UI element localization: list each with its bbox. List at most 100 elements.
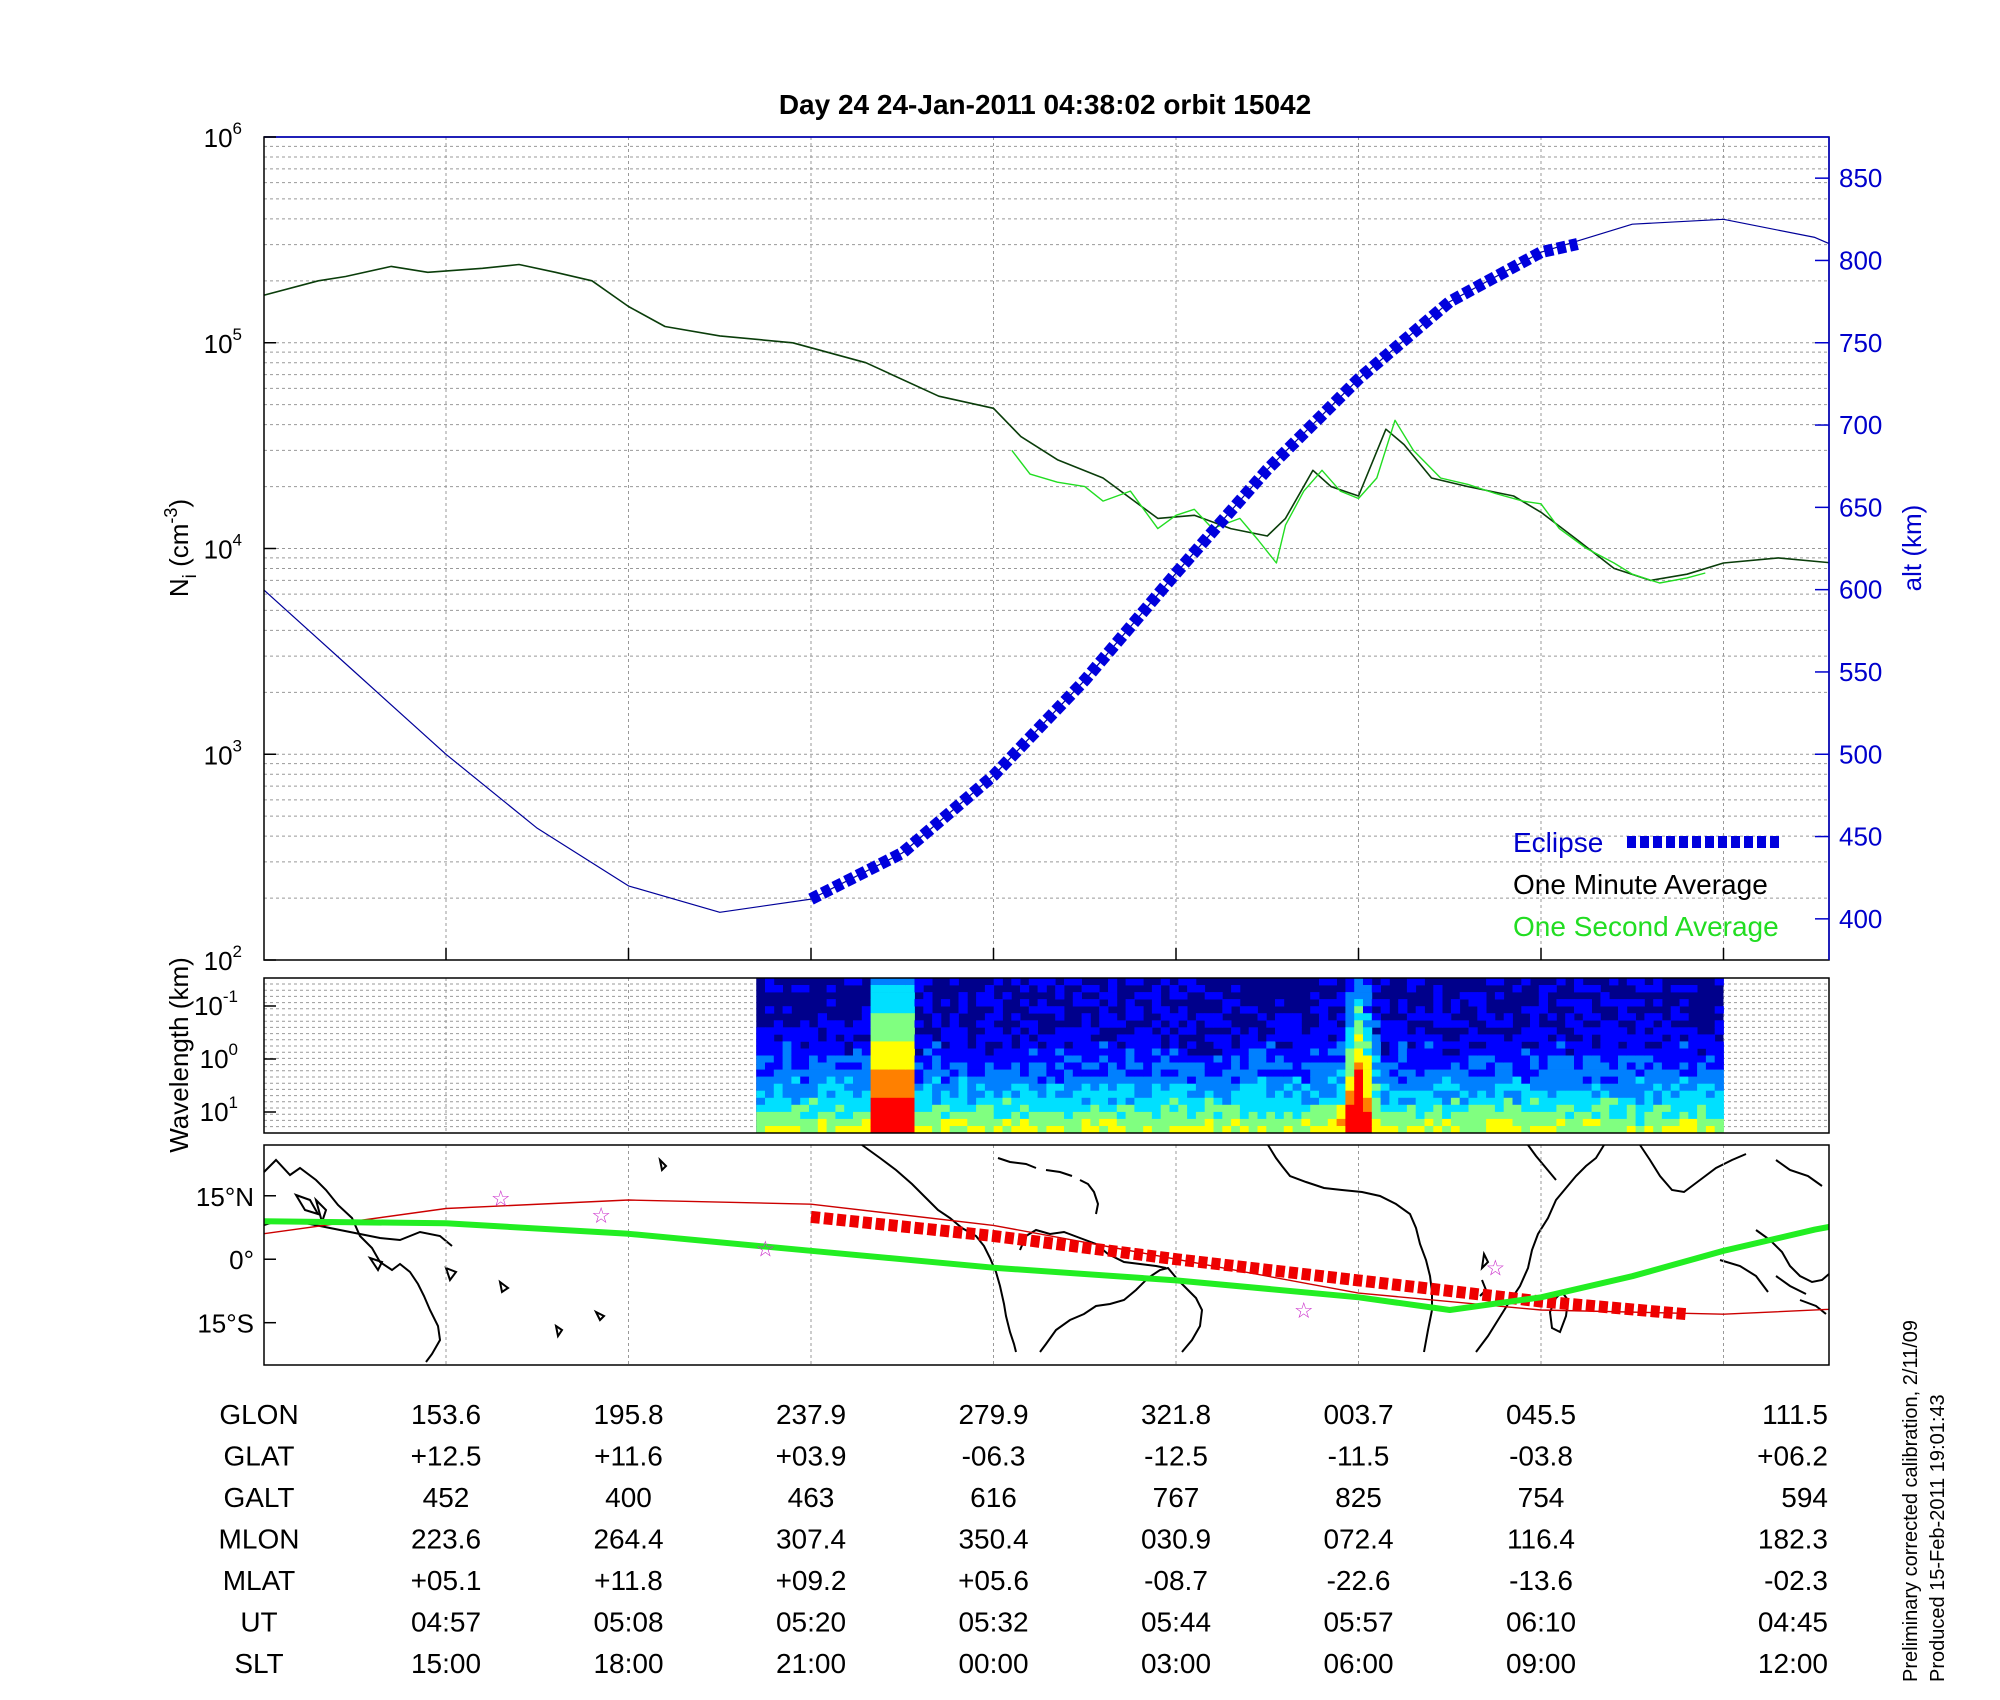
spectrogram-cell: [1301, 1118, 1311, 1127]
spectrogram-cell: [817, 1055, 827, 1063]
spectrogram-cell: [1037, 1006, 1047, 1014]
spectrogram-cell: [826, 1126, 836, 1134]
spectrogram-cell: [1213, 1069, 1223, 1077]
spectrogram-cell: [1134, 1126, 1144, 1134]
spectrogram-cell: [1494, 1111, 1505, 1120]
spectrogram-cell: [1151, 1126, 1162, 1134]
spectrogram-cell: [1020, 1097, 1030, 1106]
spectrogram-cell: [1565, 1083, 1575, 1092]
spectrogram-cell: [1477, 1034, 1487, 1042]
spectrogram-cell: [1301, 1069, 1311, 1077]
star-marker: ☆: [756, 1238, 776, 1263]
spectrogram-cell: [949, 1034, 959, 1042]
spectrogram-cell: [1565, 1111, 1575, 1120]
spectrogram-cell: [932, 1013, 942, 1021]
spectrogram-cell: [1195, 985, 1206, 993]
spectrogram-cell: [1169, 1111, 1179, 1120]
spectrogram-cell: [1187, 1126, 1197, 1134]
spectrogram-cell: [976, 1083, 986, 1092]
spectrogram-cell: [1486, 1083, 1496, 1092]
tick-exponent: 2: [233, 942, 242, 961]
spectrogram-cell: [888, 1076, 898, 1084]
spectrogram-cell: [765, 1006, 775, 1014]
spectrogram-cell: [896, 978, 907, 986]
spectrogram-cell: [1442, 1013, 1452, 1021]
spectrogram-cell: [1618, 1034, 1628, 1042]
spectrogram-cell: [809, 1027, 819, 1035]
spectrogram-cell: [1213, 1020, 1223, 1028]
spectrogram-cell: [1494, 1126, 1505, 1134]
spectrogram-cell: [835, 1048, 845, 1056]
spectrogram-cell: [958, 1069, 968, 1077]
spectrogram-cell: [1635, 1041, 1645, 1049]
spectrogram-cell: [1319, 1097, 1329, 1106]
spectrogram-cell: [1582, 1076, 1592, 1084]
spectrogram-cell: [1204, 1104, 1214, 1113]
spectrogram-cell: [1433, 1126, 1443, 1134]
spectrogram-cell: [1363, 1118, 1373, 1127]
spectrogram-cell: [1705, 1083, 1716, 1092]
spectrogram-cell: [756, 1062, 766, 1070]
star-marker: ☆: [1294, 1299, 1314, 1324]
spectrogram-cell: [1151, 1055, 1162, 1063]
spectrogram-cell: [1556, 1069, 1566, 1077]
spectrogram-cell: [1222, 1097, 1232, 1106]
spectrogram-cell: [1679, 1069, 1689, 1077]
spectrogram-cell: [1582, 1055, 1592, 1063]
spectrogram-cell: [1125, 1111, 1135, 1120]
spectrogram-cell: [1011, 1076, 1021, 1084]
spectrogram-cell: [1661, 1076, 1672, 1084]
spectrogram-cell: [1574, 1083, 1584, 1092]
spectrogram-cell: [1134, 1041, 1144, 1049]
spectrogram-cell: [1538, 1111, 1548, 1120]
spectrogram-cell: [1231, 985, 1241, 993]
spectrogram-cell: [1327, 1062, 1337, 1070]
spectrogram-cell: [914, 1034, 924, 1042]
spectrogram-cell: [914, 1076, 924, 1084]
spectrogram-cell: [1028, 1083, 1038, 1092]
spectrogram-cell: [1389, 1126, 1399, 1134]
spectrogram-cell: [1609, 1041, 1619, 1049]
spectrogram-cell: [1169, 1104, 1179, 1113]
spectrogram-cell: [1116, 1069, 1126, 1077]
spectrogram-cell: [984, 1090, 995, 1099]
spectrogram-cell: [1503, 1048, 1513, 1056]
spectrogram-cell: [835, 1076, 845, 1084]
spectrogram-cell: [984, 1027, 995, 1035]
spectrogram-cell: [1204, 1013, 1214, 1021]
spectrogram-cell: [1257, 1126, 1267, 1134]
spectrogram-cell: [984, 992, 995, 1000]
spectrogram-cell: [1547, 1111, 1557, 1120]
spectrogram-cell: [1574, 1048, 1584, 1056]
spectrogram-cell: [1222, 1126, 1232, 1134]
spectrogram-cell: [1433, 985, 1443, 993]
coast-islands-7: [593, 1309, 606, 1322]
table-cell: 825: [1335, 1482, 1382, 1513]
spectrogram-cell: [844, 1034, 854, 1042]
spectrogram-cell: [1257, 1055, 1267, 1063]
spectrogram-cell: [1028, 1069, 1038, 1077]
spectrogram-cell: [817, 1013, 827, 1021]
spectrogram-cell: [1283, 1013, 1293, 1021]
spectrogram-cell: [1389, 1027, 1399, 1035]
spectrogram-cell: [1257, 1097, 1267, 1106]
spectrogram-cell: [1081, 1041, 1091, 1049]
spectrogram-cell: [1222, 1111, 1232, 1120]
spectrogram-cell: [773, 1027, 783, 1035]
spectrogram-cell: [1494, 1034, 1505, 1042]
spectrogram-cell: [1521, 1055, 1531, 1063]
spectrogram-cell: [1459, 992, 1469, 1000]
spectrogram-cell: [1178, 1027, 1188, 1035]
spectrogram-cell: [861, 1013, 871, 1021]
spectrogram-cell: [905, 1020, 915, 1028]
spectrogram-cell: [1072, 1069, 1082, 1077]
spectrogram-cell: [1415, 1048, 1425, 1056]
spectrogram-cell: [791, 985, 801, 993]
spectrogram-cell: [782, 1027, 792, 1035]
spectrogram-cell: [976, 1118, 986, 1127]
spectrogram-cell: [1081, 1097, 1091, 1106]
table-cell: -06.3: [962, 1441, 1026, 1472]
right-tick-label: 600: [1839, 575, 1882, 605]
spectrogram-cell: [1301, 1111, 1311, 1120]
